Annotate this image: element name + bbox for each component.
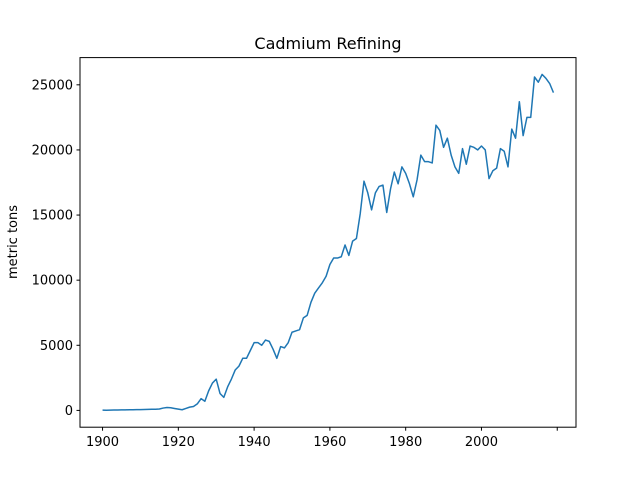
y-tick-label: 10000 — [32, 274, 73, 289]
x-tick-label: 1920 — [162, 435, 195, 450]
plot-frame — [79, 57, 577, 428]
y-tick-label: 15000 — [32, 209, 73, 224]
y-tick-label: 25000 — [32, 78, 73, 93]
x-tick-label: 1960 — [313, 435, 346, 450]
y-tick-label: 0 — [65, 404, 73, 419]
y-axis-label: metric tons — [6, 205, 21, 279]
y-tick-label: 20000 — [32, 143, 73, 158]
chart-title: Cadmium Refining — [254, 34, 401, 53]
y-tick-label: 5000 — [40, 339, 73, 354]
x-tick-label: 1980 — [389, 435, 422, 450]
data-line — [102, 73, 555, 411]
x-tick-label: 1940 — [238, 435, 271, 450]
x-tick-label: 1900 — [86, 435, 119, 450]
x-tick-label: 2000 — [465, 435, 498, 450]
